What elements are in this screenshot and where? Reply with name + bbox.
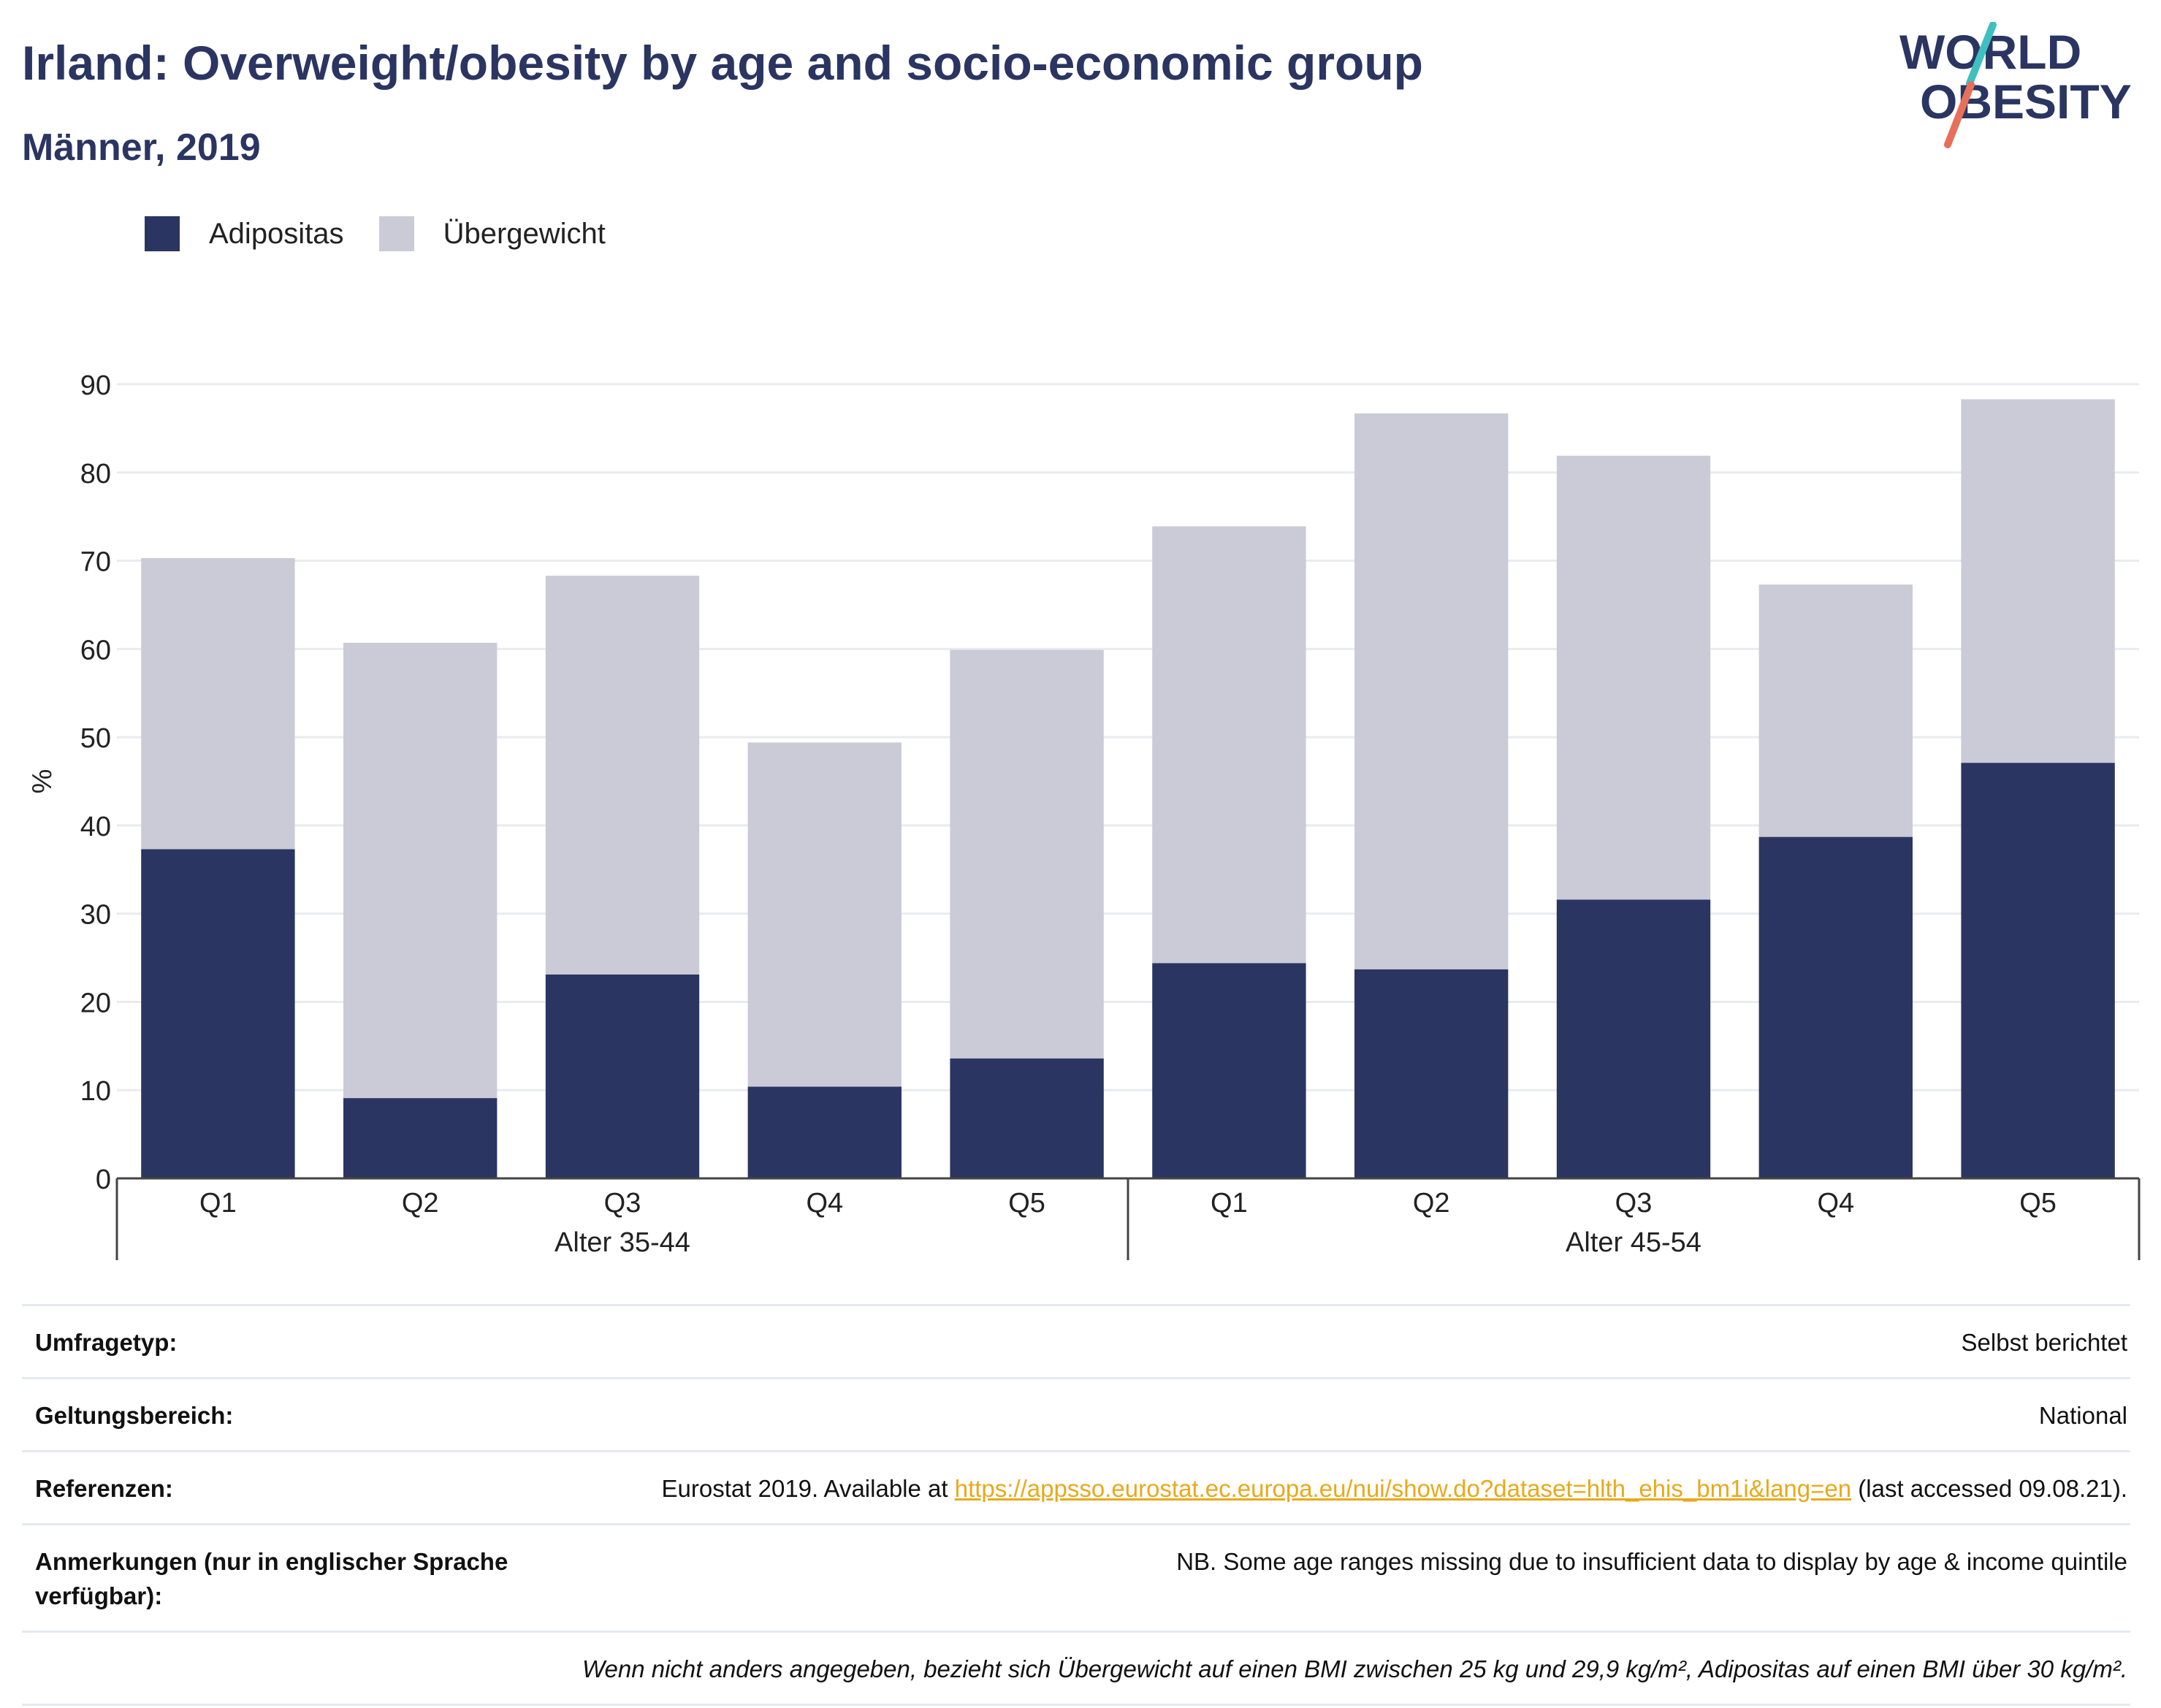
bar-uebergewicht [747, 742, 902, 1087]
info-label: Umfragetyp: [22, 1304, 576, 1379]
bar-uebergewicht [343, 642, 498, 1099]
info-row-coverage: Geltungsbereich: National [22, 1377, 2130, 1452]
info-value: Eurostat 2019. Available at https://apps… [576, 1450, 2130, 1525]
x-tick-label: Q1 [199, 1188, 237, 1219]
info-row-notes: Anmerkungen (nur in englischer Sprache v… [22, 1523, 2130, 1632]
info-label: Referenzen: [22, 1450, 576, 1525]
chart-title: Irland: Overweight/obesity by age and so… [22, 36, 1423, 90]
x-tick-label: Q3 [604, 1188, 641, 1219]
y-tick-label: 20 [80, 988, 111, 1018]
info-row-survey-type: Umfragetyp: Selbst berichtet [22, 1304, 2130, 1379]
logo-slash-top [1966, 22, 1997, 87]
info-label: Geltungsbereich: [22, 1377, 576, 1452]
y-tick-label: 10 [80, 1076, 111, 1107]
legend-label-adipositas: Adipositas [209, 217, 344, 250]
reference-suffix: (last accessed 09.08.21). [1851, 1475, 2127, 1502]
y-tick-label: 40 [80, 812, 111, 842]
x-group-label: Alter 45-54 [1566, 1227, 1701, 1258]
logo-slash-bottom [1944, 81, 1975, 148]
legend-item-uebergewicht[interactable]: Übergewicht [378, 216, 606, 251]
x-tick-label: Q2 [1413, 1188, 1450, 1219]
bar-uebergewicht [1152, 526, 1306, 964]
x-tick-label: Q2 [402, 1188, 439, 1219]
y-axis-label: % [27, 769, 58, 794]
bar-uebergewicht [1556, 455, 1711, 900]
bar-adipositas [1556, 899, 1711, 1178]
y-tick-label: 70 [80, 547, 111, 578]
bar-uebergewicht [1758, 584, 1913, 837]
y-tick-label: 30 [80, 900, 111, 931]
x-tick-label: Q1 [1211, 1188, 1248, 1219]
y-tick-label: 0 [96, 1164, 111, 1195]
x-tick-label: Q3 [1615, 1188, 1653, 1219]
x-group-label: Alter 35-44 [554, 1227, 690, 1258]
bar-uebergewicht [545, 576, 700, 975]
y-tick-label: 80 [80, 459, 111, 489]
y-tick-label: 90 [80, 370, 111, 401]
info-value: NB. Some age ranges missing due to insuf… [576, 1523, 2130, 1632]
bar-uebergewicht [950, 649, 1104, 1059]
bar-adipositas [1354, 969, 1509, 1178]
y-tick-label: 60 [80, 635, 111, 666]
bar-adipositas [343, 1098, 498, 1178]
bar-uebergewicht [1961, 399, 2115, 763]
bar-adipositas [1758, 836, 1913, 1178]
bar-uebergewicht [141, 557, 295, 850]
reference-prefix: Eurostat 2019. Available at [661, 1475, 955, 1502]
bar-adipositas [545, 975, 700, 1178]
y-tick-label: 50 [80, 723, 111, 754]
legend-swatch-adipositas [145, 216, 180, 251]
info-row-references: Referenzen: Eurostat 2019. Available at … [22, 1450, 2130, 1525]
info-value: Selbst berichtet [576, 1304, 2130, 1379]
stacked-bar-chart: 0 10 20 30 40 50 60 70 80 90% Q1 Q2 Q3 Q4 Q5 Q1 Q2 Q3 Q4 Q5… [27, 370, 2141, 1260]
reference-link[interactable]: https://appsso.eurostat.ec.europa.eu/nui… [954, 1475, 1852, 1502]
chart-legend: Adipositas Übergewicht [145, 216, 641, 251]
legend-item-adipositas[interactable]: Adipositas [145, 216, 344, 251]
bar-adipositas [141, 849, 295, 1178]
bar-adipositas [1152, 963, 1306, 1178]
bar-adipositas [950, 1058, 1104, 1178]
bar-adipositas [1961, 763, 2115, 1178]
world-obesity-logo: WORLD OBESITY [1899, 22, 2132, 148]
info-row-footnote: Wenn nicht anders angegeben, bezieht sic… [22, 1631, 2130, 1706]
info-value: National [576, 1377, 2130, 1452]
bmi-footnote: Wenn nicht anders angegeben, bezieht sic… [22, 1631, 2130, 1706]
x-tick-label: Q4 [1817, 1188, 1854, 1219]
info-table: Umfragetyp: Selbst berichtet Geltungsber… [22, 1304, 2130, 1706]
x-tick-label: Q4 [806, 1188, 843, 1219]
chart-subtitle: Männer, 2019 [22, 126, 261, 169]
bar-adipositas [747, 1086, 902, 1178]
info-label: Anmerkungen (nur in englischer Sprache v… [22, 1523, 576, 1632]
legend-label-uebergewicht: Übergewicht [443, 217, 606, 250]
legend-swatch-uebergewicht [378, 216, 414, 251]
bar-uebergewicht [1354, 413, 1509, 969]
x-tick-label: Q5 [1008, 1188, 1045, 1219]
x-tick-label: Q5 [2019, 1188, 2057, 1219]
